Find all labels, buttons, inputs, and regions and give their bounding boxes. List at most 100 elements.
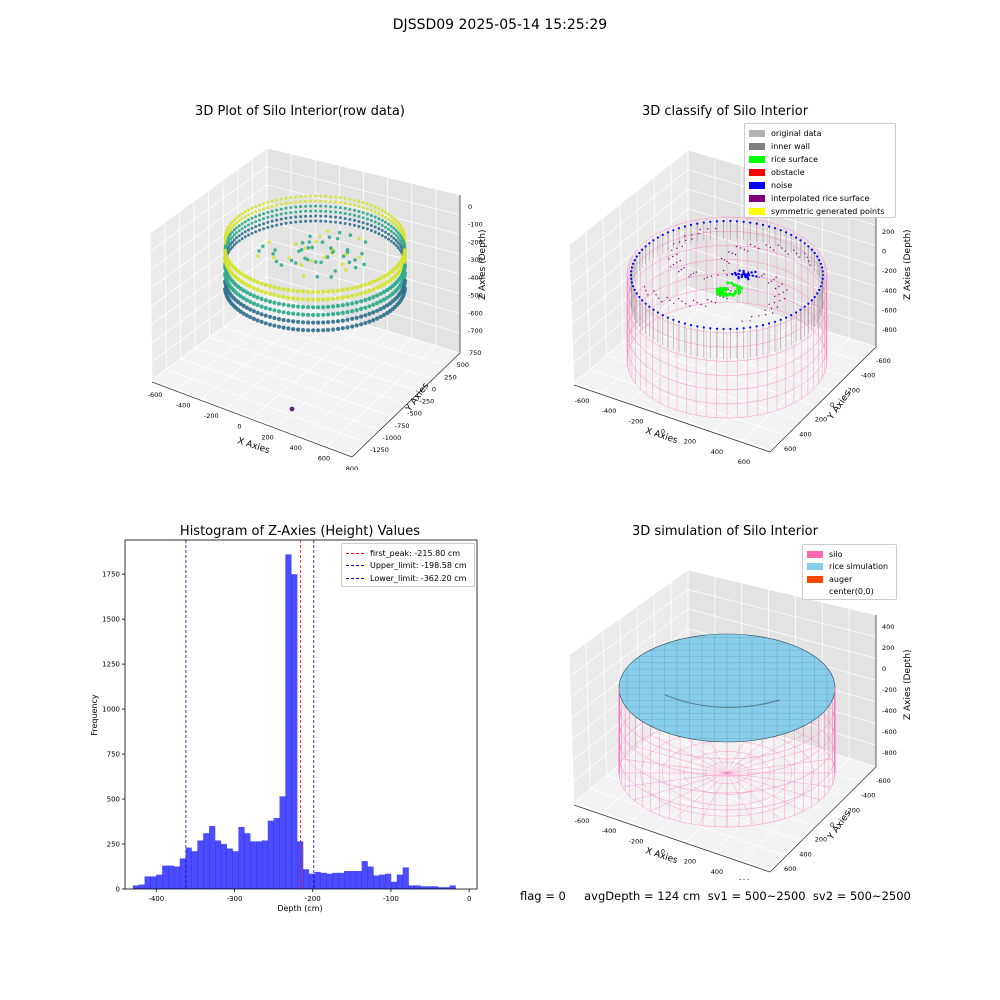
raw-data-point (244, 298, 249, 303)
raw-data-point (354, 315, 359, 320)
raw-data-point (311, 320, 316, 325)
noise-point (661, 233, 664, 236)
raw-data-point (237, 229, 241, 233)
raw-data-point (299, 263, 304, 267)
raw-data-point (263, 305, 268, 311)
raw-data-point (306, 297, 311, 302)
classify-x-tick: 0 (661, 428, 665, 436)
histogram-bar (396, 874, 403, 889)
simulation-z-tick: -600 (882, 728, 897, 736)
raw-data-point (281, 325, 286, 330)
raw-data-point (238, 286, 243, 291)
raw-data-point (369, 204, 373, 207)
classify-x-tick: -200 (629, 417, 644, 425)
raw-data-point (284, 221, 288, 225)
raw-data-point (314, 214, 318, 218)
histogram-title: Histogram of Z-Axies (Height) Values (179, 524, 421, 539)
raw-data-point (331, 327, 336, 332)
raw-data-point (335, 236, 340, 241)
raw-data-point (276, 286, 282, 291)
interpolated-point (684, 235, 686, 237)
noise-point (790, 314, 793, 317)
raw-data-point (276, 317, 282, 322)
raw-data-point (300, 241, 305, 245)
raw-x-tick: 400 (289, 444, 301, 452)
raw-data-point (402, 255, 408, 260)
silo-floor-spoke (726, 745, 821, 774)
interpolated-point (735, 245, 738, 248)
wall-grid-line (687, 608, 877, 659)
raw-data-point (299, 195, 303, 199)
histogram-bar (132, 885, 139, 889)
interpolated-point (699, 228, 701, 231)
classify-legend-entry: original data (749, 127, 821, 140)
rice-surface-point (721, 291, 725, 294)
silo-floor-spoke (726, 772, 821, 801)
wall-grid-line (670, 163, 673, 301)
raw-data-point (357, 220, 361, 223)
raw-y-tick: -1250 (370, 446, 389, 454)
raw-data-point (238, 301, 243, 307)
noise-point (810, 248, 813, 251)
raw-data-point (272, 308, 277, 313)
raw-data-point (250, 206, 254, 210)
raw-data-point (373, 215, 377, 219)
raw-y-tick: 750 (469, 349, 481, 357)
raw-data-point (291, 327, 296, 332)
raw-data-point (314, 204, 318, 208)
interpolated-point (645, 290, 647, 292)
raw-data-point (361, 226, 365, 230)
interpolated-point (747, 271, 749, 273)
raw-x-tick: 800 (346, 465, 358, 470)
raw-data-point (241, 303, 246, 308)
histogram-y-tick-label: 0 (116, 886, 120, 894)
raw-data-point (289, 206, 293, 210)
interpolated-point (743, 248, 746, 251)
histogram-y-tick-label: 1500 (102, 616, 120, 624)
raw-data-point (335, 326, 341, 331)
interpolated-point (726, 297, 728, 300)
rice-surface-point (734, 289, 737, 293)
classify-y-tick: 400 (799, 430, 811, 438)
raw-data-point (353, 203, 356, 207)
raw-data-point (398, 248, 402, 252)
raw-data-point (365, 212, 369, 216)
interpolated-point (643, 286, 646, 288)
histogram-legend-entry: Lower_limit: -362.20 cm (346, 572, 466, 585)
histogram-bar (273, 817, 280, 889)
raw-data-point (387, 232, 390, 236)
raw-data-point (309, 259, 314, 263)
raw-y-tick: -1000 (382, 434, 401, 442)
interpolated-point (672, 255, 674, 258)
simulation-y-tick: 0 (830, 821, 834, 829)
raw-data-point (248, 307, 253, 312)
raw-data-point (276, 294, 282, 299)
histogram-bar (432, 886, 439, 889)
raw-data-point (338, 211, 342, 215)
raw-data-point (375, 278, 380, 283)
raw-data-point (329, 195, 333, 199)
wall-grid-line (149, 147, 268, 234)
raw-data-point (319, 260, 323, 265)
simulation-legend-entry: silo (807, 548, 843, 561)
classify-y-tick: 200 (815, 416, 827, 424)
floor-grid-line (685, 740, 796, 842)
raw-data-point (294, 242, 298, 246)
simulation-x-tick: 0 (661, 848, 665, 856)
raw-data-point (304, 214, 308, 218)
simulation-plot-title: 3D simulation of Silo Interior (632, 524, 818, 539)
wall-grid-line (619, 204, 624, 342)
silo-floor-spoke (726, 772, 782, 820)
histogram-bar (308, 873, 315, 889)
raw-data-point (324, 199, 328, 203)
wall-grid-line (266, 147, 461, 196)
raw-data-point (275, 218, 279, 222)
raw-data-point (306, 328, 311, 333)
raw-data-point (326, 304, 331, 309)
wall-grid-line (573, 286, 689, 384)
noise-point (731, 273, 734, 276)
simulation-y-tick: 600 (784, 865, 796, 873)
histogram-legend-swatch (346, 565, 364, 567)
raw-data-point (279, 207, 283, 211)
floor-pane (574, 707, 876, 870)
